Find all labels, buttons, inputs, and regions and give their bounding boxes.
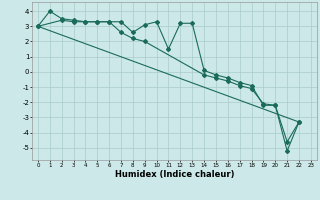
X-axis label: Humidex (Indice chaleur): Humidex (Indice chaleur) bbox=[115, 170, 234, 179]
